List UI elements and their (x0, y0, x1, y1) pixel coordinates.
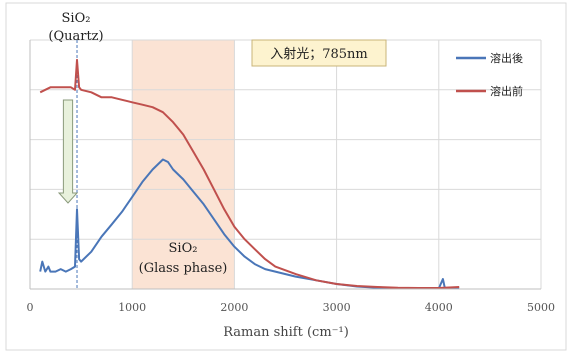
chart-border (5, 2, 567, 351)
x-tick-label: 2000 (220, 301, 248, 314)
x-axis-label: Raman shift (cm⁻¹) (223, 325, 349, 340)
decrease-arrow (57, 99, 79, 204)
x-tick-label: 0 (27, 301, 34, 314)
series-line-before (39, 58, 460, 289)
quartz-label-line1: SiO₂ (62, 11, 91, 26)
legend-label-after: 溶出後 (490, 51, 523, 65)
x-tick-label: 3000 (323, 301, 351, 314)
legend-label-before: 溶出前 (490, 84, 523, 98)
x-tick-label: 4000 (425, 301, 453, 314)
x-tick-label: 1000 (118, 301, 146, 314)
x-tick-label: 5000 (527, 301, 555, 314)
glass-phase-band (132, 40, 235, 289)
annotation-box-text: 入射光；785nm (270, 46, 368, 62)
annotation-box (251, 39, 387, 67)
glass-label-line1: SiO₂ (169, 241, 198, 256)
quartz-label-line2: (Quartz) (48, 29, 103, 44)
glass-label-line2: (Glass phase) (139, 261, 228, 276)
